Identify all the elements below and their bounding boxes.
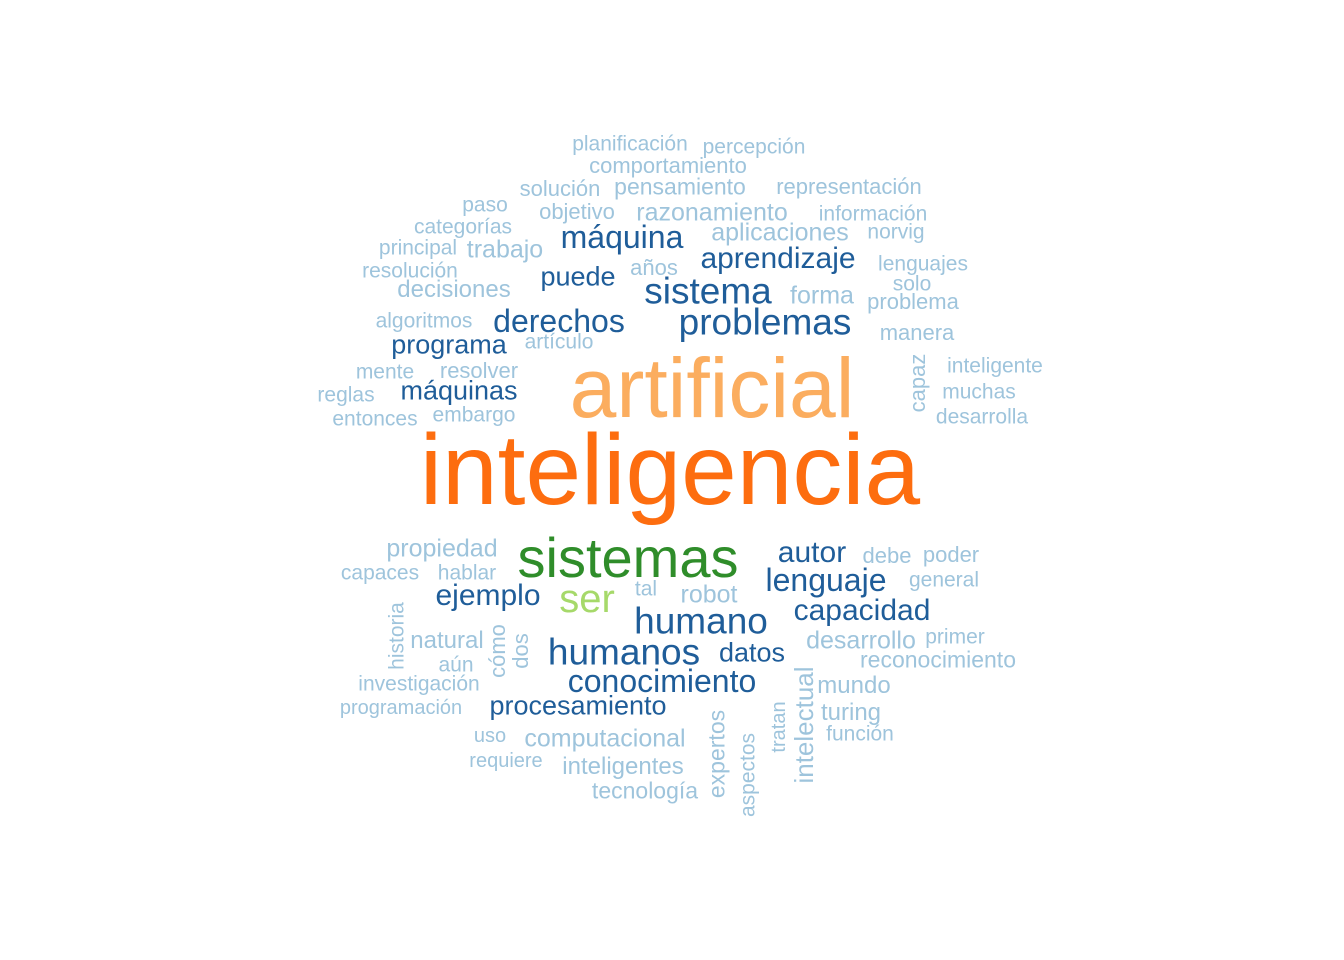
- word-lenguaje: lenguaje: [765, 562, 887, 598]
- word-dos: dos: [508, 633, 533, 669]
- word-requiere: requiere: [469, 750, 543, 772]
- word-turing: turing: [820, 699, 882, 726]
- word-investigacion: investigación: [358, 672, 480, 696]
- word-autor: autor: [777, 536, 847, 569]
- word-representacion: representación: [776, 174, 922, 199]
- word-humanos: humanos: [547, 631, 701, 673]
- word-lenguajes: lenguajes: [878, 252, 968, 276]
- word-desarrolla: desarrolla: [935, 405, 1029, 429]
- word-historia: historia: [385, 602, 409, 670]
- word-maquinas: máquinas: [400, 375, 518, 406]
- word-tal: tal: [634, 577, 658, 601]
- word-informacion: información: [818, 202, 928, 226]
- word-norvig: norvig: [867, 220, 925, 244]
- word-intelectual: intelectual: [789, 666, 819, 784]
- word-general: general: [908, 568, 980, 592]
- word-pensamiento: pensamiento: [614, 173, 746, 200]
- word-embargo: embargo: [432, 403, 516, 427]
- word-inteligente: inteligente: [947, 354, 1043, 378]
- word-funcion: función: [826, 722, 894, 746]
- word-comportamiento: comportamiento: [589, 153, 747, 178]
- word-computacional: computacional: [524, 724, 686, 753]
- word-problemas: problemas: [678, 301, 852, 343]
- word-trabajo: trabajo: [466, 235, 544, 264]
- word-artificial: artificial: [569, 341, 855, 435]
- word-objetivo: objetivo: [539, 199, 615, 224]
- word-humano: humano: [634, 600, 768, 642]
- word-reconocimiento: reconocimiento: [860, 646, 1016, 673]
- word-procesamiento: procesamiento: [489, 690, 667, 721]
- word-solucion: solución: [519, 176, 601, 201]
- word-aun: aún: [438, 653, 474, 677]
- word-propiedad: propiedad: [386, 534, 498, 563]
- word-ser: ser: [559, 577, 615, 621]
- word-entonces: entonces: [332, 407, 418, 431]
- word-uso: uso: [473, 725, 507, 747]
- word-reglas: reglas: [317, 383, 375, 407]
- word-muchas: muchas: [942, 380, 1016, 404]
- word-expertos: expertos: [703, 709, 730, 799]
- word-puede: puede: [540, 261, 616, 292]
- word-primer: primer: [925, 625, 985, 649]
- word-robot: robot: [680, 580, 738, 609]
- word-tecnologia: tecnología: [591, 777, 699, 804]
- word-aprendizaje: aprendizaje: [700, 242, 856, 275]
- word-ejemplo: ejemplo: [435, 579, 541, 612]
- word-razonamiento: razonamiento: [636, 198, 788, 227]
- word-mundo: mundo: [817, 672, 891, 699]
- word-articulo: artículo: [524, 330, 594, 354]
- word-hablar: hablar: [437, 561, 497, 585]
- word-debe: debe: [862, 543, 912, 568]
- word-inteligentes: inteligentes: [562, 753, 684, 780]
- word-planificacion: planificación: [572, 132, 688, 156]
- word-sistemas: sistemas: [517, 526, 739, 589]
- word-algoritmos: algoritmos: [375, 309, 473, 333]
- word-aplicaciones: aplicaciones: [711, 218, 849, 247]
- word-manera: manera: [879, 320, 955, 345]
- word-inteligencia: inteligencia: [419, 414, 921, 526]
- word-principal: principal: [378, 236, 458, 260]
- word-resolucion: resolución: [362, 259, 458, 283]
- word-poder: poder: [922, 542, 980, 567]
- word-decisiones: decisiones: [397, 276, 511, 303]
- word-conocimiento: conocimiento: [567, 663, 757, 699]
- word-capacidad: capacidad: [793, 594, 931, 627]
- word-resolver: resolver: [439, 358, 519, 383]
- word-percepcion: percepción: [702, 135, 806, 159]
- word-como: cómo: [485, 624, 510, 678]
- word-categorias: categorías: [413, 215, 513, 239]
- word-maquina: máquina: [560, 219, 684, 255]
- word-sistema: sistema: [644, 270, 772, 312]
- word-mente: mente: [355, 360, 415, 384]
- word-solo: solo: [892, 272, 932, 296]
- word-desarrollo: desarrollo: [806, 626, 916, 655]
- word-derechos: derechos: [493, 303, 625, 339]
- word-capaces: capaces: [340, 561, 420, 585]
- word-programa: programa: [391, 329, 507, 360]
- word-datos: datos: [718, 637, 786, 668]
- word-paso: paso: [462, 193, 508, 217]
- word-capaz: capaz: [905, 353, 930, 413]
- word-problema: problema: [867, 289, 959, 314]
- word-programacion: programación: [339, 697, 463, 719]
- word-tratan: tratan: [768, 701, 790, 753]
- word-forma: forma: [790, 281, 854, 310]
- word-natural: natural: [410, 627, 484, 654]
- word-aspectos: aspectos: [736, 732, 760, 818]
- word-anos: años: [630, 255, 678, 280]
